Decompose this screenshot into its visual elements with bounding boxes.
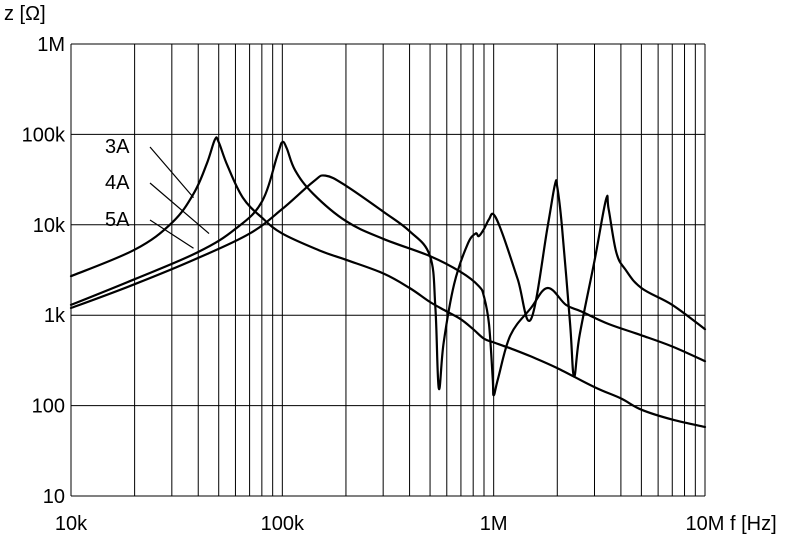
y-axis-label: z [Ω] [4, 3, 46, 25]
series-leader [149, 146, 194, 198]
y-tick-label: 1k [44, 305, 66, 327]
x-tick-label: 100k [261, 513, 305, 535]
series-leader [149, 182, 210, 235]
series-line-4A [69, 140, 707, 397]
series-line-3A [69, 136, 707, 429]
y-tick-label: 10 [43, 486, 65, 508]
x-tick-label: 10M [686, 513, 725, 535]
series-label: 3A [105, 136, 130, 158]
y-tick-label: 100 [32, 396, 65, 418]
curves [69, 136, 707, 429]
x-tick-label: 1M [480, 513, 508, 535]
series-labels: 3A 4A 5A [105, 136, 210, 249]
series-label: 4A [105, 172, 130, 194]
grid [70, 43, 706, 497]
y-tick-label: 10k [33, 215, 66, 237]
y-tick-label: 100k [22, 124, 66, 146]
series-leader [149, 219, 194, 249]
tick-labels: 10 100 1k 10k 100k 1M 10k 100k 1M 10M [22, 34, 725, 535]
series-label: 5A [105, 209, 130, 231]
x-axis-label: f [Hz] [730, 513, 777, 535]
x-tick-label: 10k [55, 513, 88, 535]
y-tick-label: 1M [37, 34, 65, 56]
series-line-5A [69, 174, 707, 391]
